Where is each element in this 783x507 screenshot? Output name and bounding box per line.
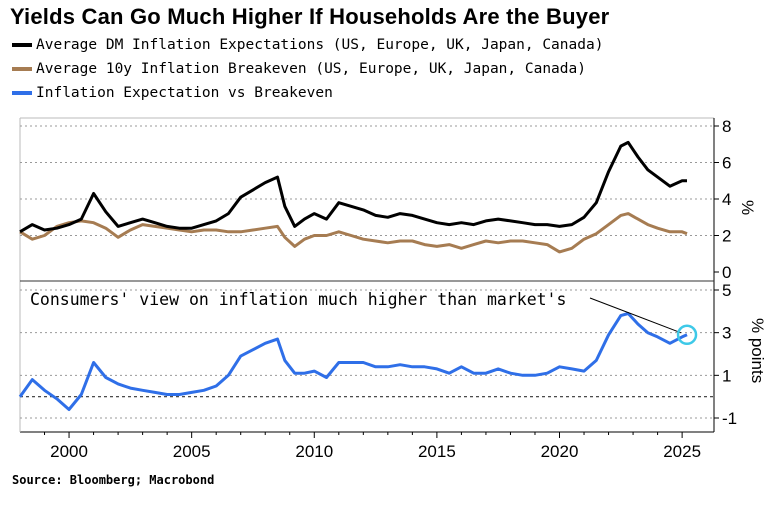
x-tick-label: 2025	[663, 442, 701, 461]
y-tick-label-top: 6	[722, 154, 731, 173]
y-axis-label-bottom: % points	[748, 318, 767, 383]
legend-swatch-black	[12, 43, 32, 47]
x-tick-label: 2000	[50, 442, 88, 461]
legend-item-expectation-vs-breakeven: Inflation Expectation vs Breakeven	[12, 85, 333, 101]
series-line-dm-expectations	[19, 140, 687, 234]
legend-item-breakeven: Average 10y Inflation Breakeven (US, Eur…	[12, 61, 586, 77]
y-tick-label-top: 2	[722, 227, 731, 246]
annotation-text: Consumers' view on inflation much higher…	[30, 290, 566, 309]
x-tick-label: 2005	[173, 442, 211, 461]
y-tick-label-bottom: -1	[722, 409, 737, 428]
series-line-expectation-vs-breakeven	[18, 312, 688, 411]
legend-swatch-blue	[12, 91, 32, 95]
x-tick-label: 2020	[541, 442, 579, 461]
annotation-leader-line	[589, 297, 682, 334]
legend-swatch-brown	[12, 67, 32, 71]
legend-item-dm-expectations: Average DM Inflation Expectations (US, E…	[12, 37, 603, 53]
series-line-breakeven	[19, 212, 688, 254]
y-tick-label-top: 4	[722, 190, 731, 209]
legend-label: Inflation Expectation vs Breakeven	[36, 85, 333, 101]
source-note: Source: Bloomberg; Macrobond	[12, 473, 215, 487]
legend-label: Average 10y Inflation Breakeven (US, Eur…	[36, 61, 586, 77]
y-tick-label-bottom: 5	[722, 281, 731, 300]
x-tick-label: 2015	[418, 442, 456, 461]
chart-title: Yields Can Go Much Higher If Households …	[10, 4, 610, 29]
x-tick-label: 2010	[295, 442, 333, 461]
y-tick-label-bottom: 3	[722, 324, 731, 343]
y-tick-label-top: 8	[722, 117, 731, 136]
y-tick-label-bottom: 1	[722, 366, 731, 385]
y-tick-label-top: 0	[722, 263, 731, 282]
y-axis-label-top: %	[738, 200, 757, 215]
legend-label: Average DM Inflation Expectations (US, E…	[36, 37, 604, 53]
highlight-circle	[676, 324, 698, 346]
